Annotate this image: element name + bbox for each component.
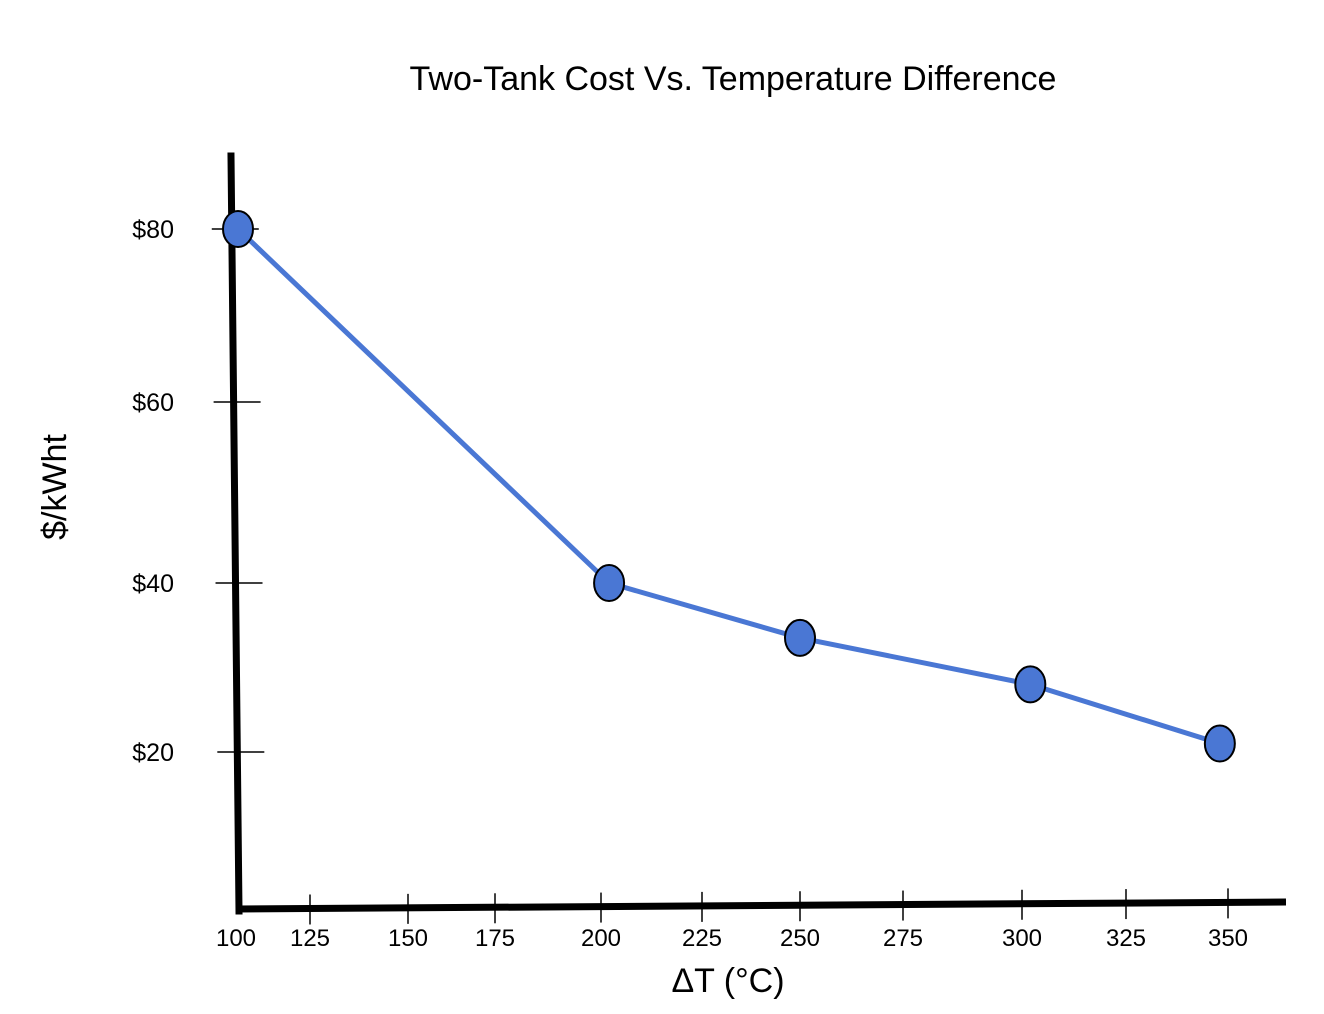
x-tick-label: 100 <box>216 925 256 952</box>
data-point <box>1203 724 1236 763</box>
x-tick-label: 175 <box>475 925 515 952</box>
chart-title: Two-Tank Cost Vs. Temperature Difference <box>410 60 1057 98</box>
x-axis-label: ΔT (°C) <box>671 962 784 1000</box>
x-tick-label: 200 <box>581 925 621 952</box>
x-tick-label: 350 <box>1208 925 1248 952</box>
y-axis-label: $/kWht <box>36 434 74 540</box>
x-tick-label: 325 <box>1106 925 1146 952</box>
y-axis-line <box>227 152 243 915</box>
y-tick-label: $80 <box>132 216 174 244</box>
y-tick-label: $20 <box>132 739 174 767</box>
x-axis-line <box>236 898 1287 913</box>
series-layer <box>222 210 1236 763</box>
x-tick-label: 150 <box>388 925 428 952</box>
x-tick-label: 125 <box>290 925 330 952</box>
y-tick-label: $60 <box>132 389 174 417</box>
data-point <box>784 618 816 657</box>
data-point <box>593 564 626 602</box>
series-line <box>236 227 1221 746</box>
y-axis-ticks: $20 $40 $60 $80 <box>132 216 265 767</box>
data-point <box>222 210 254 248</box>
x-tick-label: 275 <box>883 925 923 952</box>
x-tick-label: 250 <box>780 925 820 952</box>
data-point <box>1014 665 1047 704</box>
x-axis-ticks: 100 125 150 175 200 225 250 275 300 325 350 <box>216 888 1248 952</box>
y-tick-label: $40 <box>132 570 174 598</box>
x-tick-label: 225 <box>682 925 722 952</box>
x-tick-label: 300 <box>1002 925 1042 952</box>
